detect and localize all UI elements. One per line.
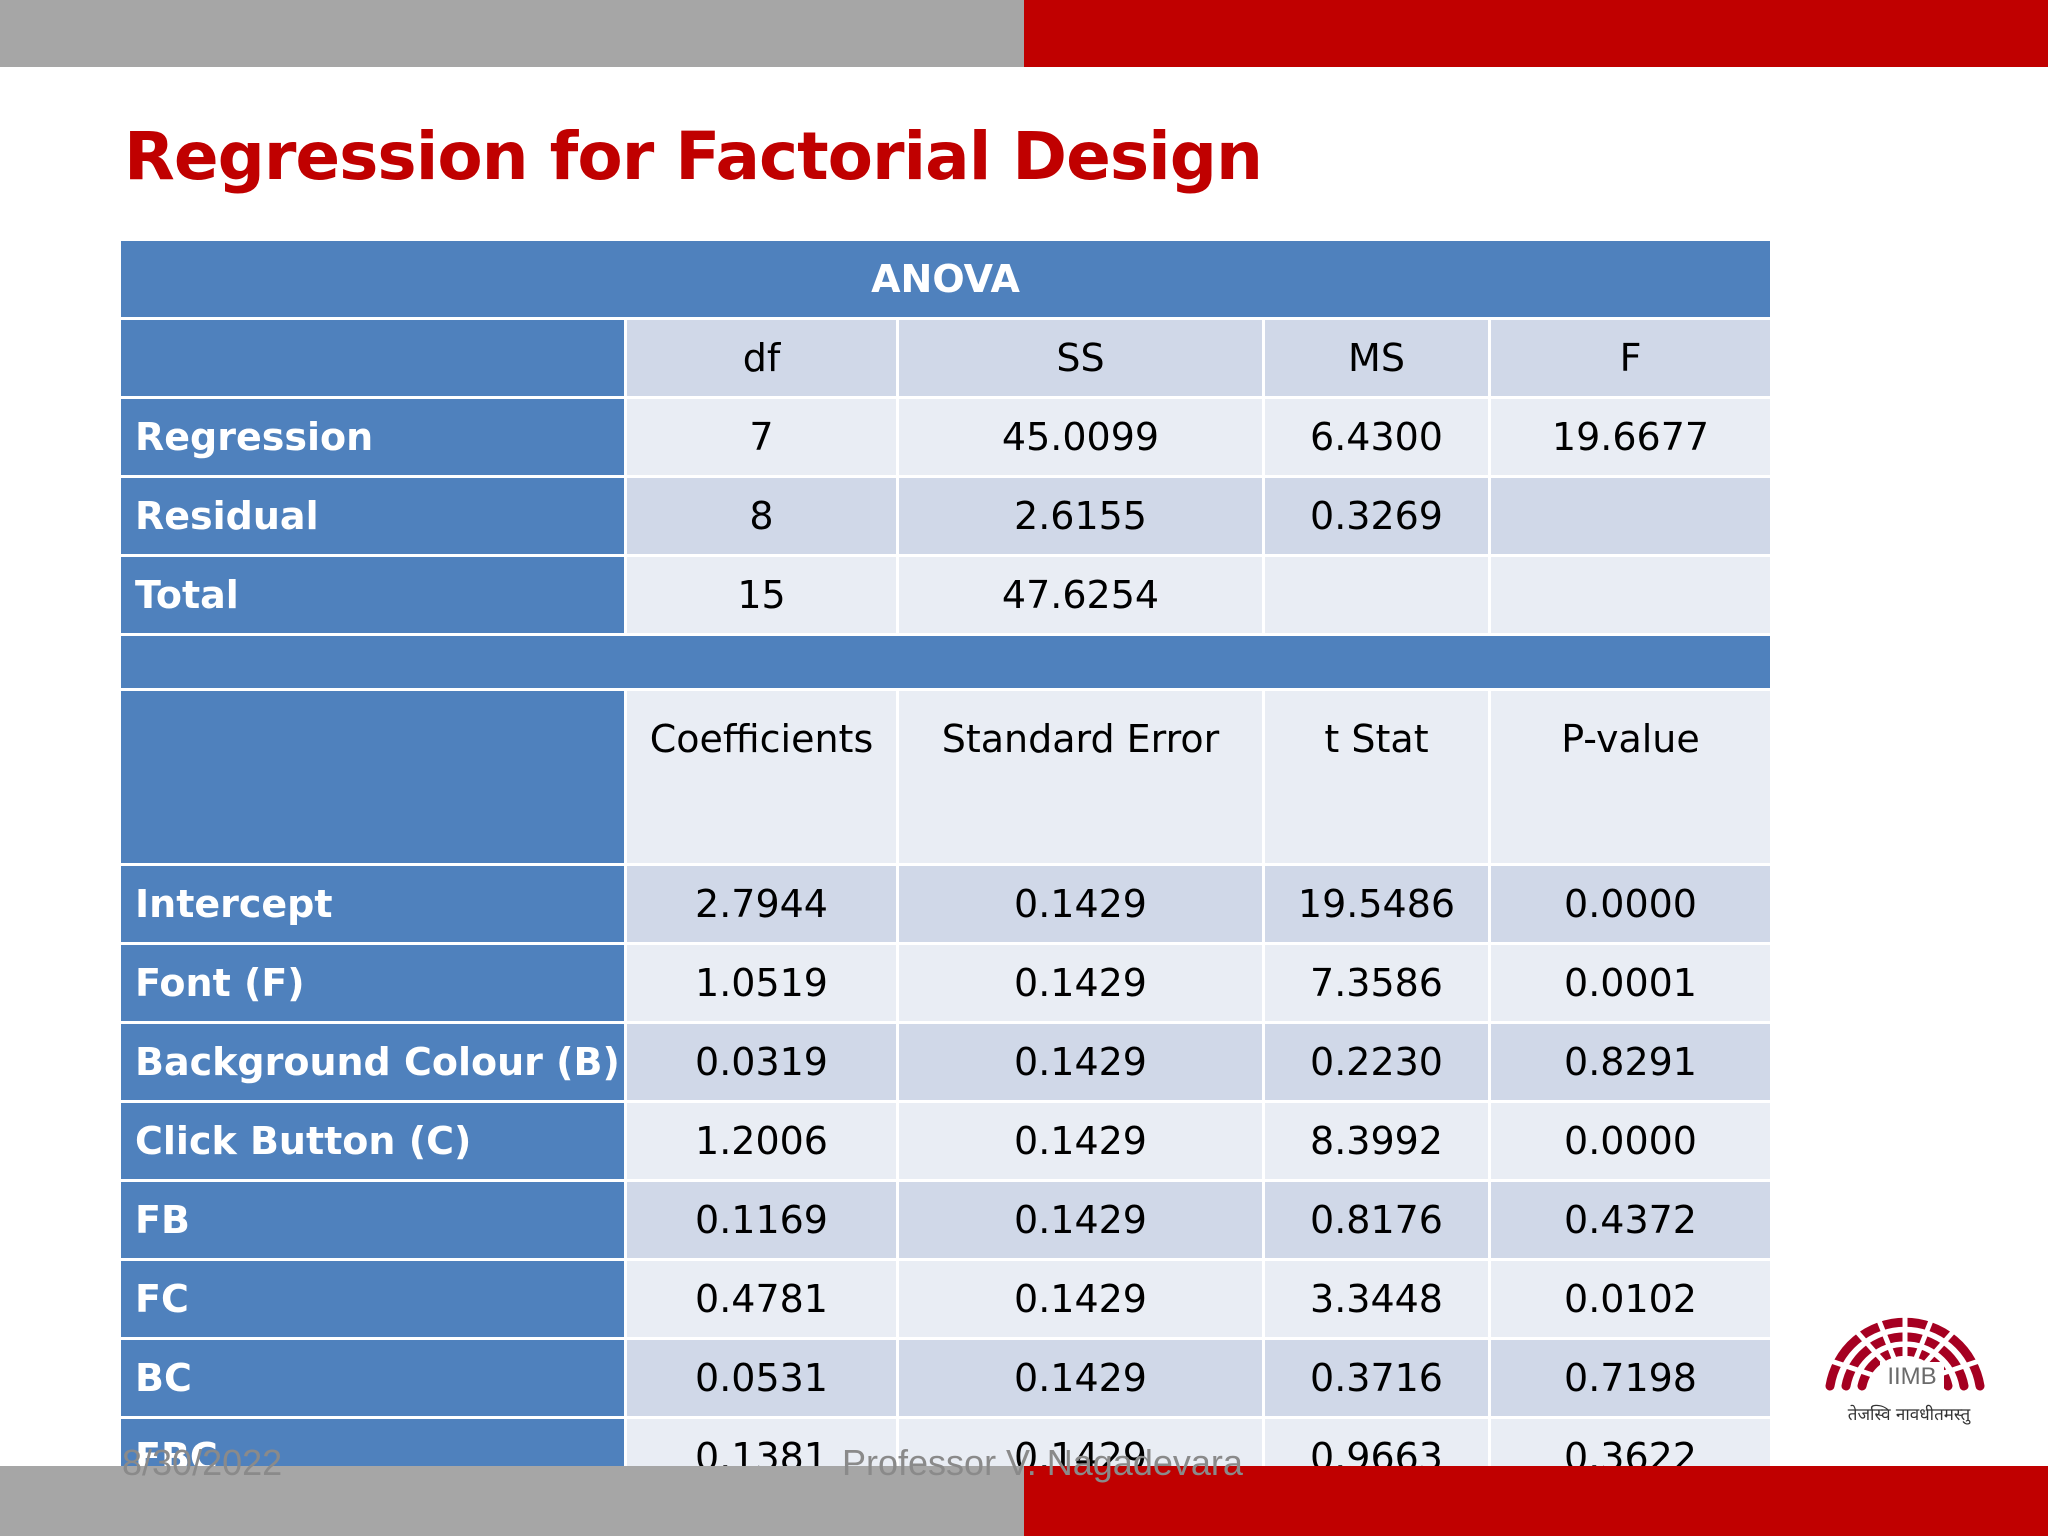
- df-value: 8: [624, 475, 899, 557]
- anova-header-row: df SS MS F: [118, 317, 1773, 399]
- logo-text: IIMB: [1887, 1363, 1936, 1390]
- p-value: 0.8291: [1488, 1021, 1773, 1103]
- t-value: 0.3716: [1262, 1337, 1491, 1419]
- row-label: Residual: [118, 475, 627, 557]
- se-value: 0.1429: [896, 942, 1265, 1024]
- ms-value: 0.3269: [1262, 475, 1491, 557]
- t-value: 3.3448: [1262, 1258, 1491, 1340]
- header-df: df: [624, 317, 899, 399]
- header-f: F: [1488, 317, 1773, 399]
- slide-title: Regression for Factorial Design: [124, 118, 1263, 195]
- top-red-bar: [1024, 0, 2048, 67]
- coef-value: 0.1169: [624, 1179, 899, 1261]
- header-p-value: P-value: [1488, 688, 1773, 866]
- row-label: Font (F): [118, 942, 627, 1024]
- t-value: 7.3586: [1262, 942, 1491, 1024]
- t-value: 0.2230: [1262, 1021, 1491, 1103]
- coef-value: 1.0519: [624, 942, 899, 1024]
- header-ms: MS: [1262, 317, 1491, 399]
- spacer-row: [118, 633, 1773, 691]
- row-label: BC: [118, 1337, 627, 1419]
- table-row: Regression 7 45.0099 6.4300 19.6677: [118, 396, 1773, 478]
- table-row: Total 15 47.6254: [118, 554, 1773, 636]
- ss-value: 45.0099: [896, 396, 1265, 478]
- bottom-red-bar: [1024, 1466, 2048, 1536]
- se-value: 0.1429: [896, 1337, 1265, 1419]
- row-label: Background Colour (B): [118, 1021, 627, 1103]
- row-label: Click Button (C): [118, 1100, 627, 1182]
- f-value: [1488, 554, 1773, 636]
- coef-value: 0.0319: [624, 1021, 899, 1103]
- table-row: Residual 8 2.6155 0.3269: [118, 475, 1773, 557]
- anova-header-blank: [118, 317, 627, 399]
- table-row: Click Button (C) 1.2006 0.1429 8.3992 0.…: [118, 1100, 1773, 1182]
- f-value: [1488, 475, 1773, 557]
- bottom-gray-bar: [0, 1466, 1024, 1536]
- spacer-cell: [118, 633, 1773, 691]
- t-value: 0.8176: [1262, 1179, 1491, 1261]
- p-value: 0.0102: [1488, 1258, 1773, 1340]
- se-value: 0.1429: [896, 1258, 1265, 1340]
- ss-value: 47.6254: [896, 554, 1265, 636]
- table-row: Intercept 2.7944 0.1429 19.5486 0.0000: [118, 863, 1773, 945]
- table-row: FB 0.1169 0.1429 0.8176 0.4372: [118, 1179, 1773, 1261]
- table-row: BC 0.0531 0.1429 0.3716 0.7198: [118, 1337, 1773, 1419]
- top-gray-bar: [0, 0, 1024, 67]
- logo-motto: तेजस्वि नावधीतमस्तु: [1848, 1404, 1971, 1425]
- se-value: 0.1429: [896, 1021, 1265, 1103]
- ms-value: 6.4300: [1262, 396, 1491, 478]
- row-label: FB: [118, 1179, 627, 1261]
- anova-table: ANOVA df SS MS F Regression 7 45.0099 6.…: [118, 238, 1773, 1498]
- se-value: 0.1429: [896, 1179, 1265, 1261]
- se-value: 0.1429: [896, 863, 1265, 945]
- coef-value: 2.7944: [624, 863, 899, 945]
- coef-value: 0.0531: [624, 1337, 899, 1419]
- ss-value: 2.6155: [896, 475, 1265, 557]
- p-value: 0.0000: [1488, 863, 1773, 945]
- se-value: 0.1429: [896, 1100, 1265, 1182]
- table-row: Background Colour (B) 0.0319 0.1429 0.22…: [118, 1021, 1773, 1103]
- row-label: Intercept: [118, 863, 627, 945]
- anova-title-row: ANOVA: [118, 238, 1773, 320]
- iimb-logo-icon: IIMB तेजस्वि नावधीतमस्तु: [1825, 1302, 1985, 1425]
- slide-date: 8/30/2022: [122, 1442, 283, 1483]
- coefficients-header-row: Coefficients Standard Error t Stat P-val…: [118, 688, 1773, 866]
- df-value: 7: [624, 396, 899, 478]
- header-t-stat: t Stat: [1262, 688, 1491, 866]
- header-ss: SS: [896, 317, 1265, 399]
- row-label: FC: [118, 1258, 627, 1340]
- row-label: Regression: [118, 396, 627, 478]
- df-value: 15: [624, 554, 899, 636]
- table-row: Font (F) 1.0519 0.1429 7.3586 0.0001: [118, 942, 1773, 1024]
- p-value: 0.7198: [1488, 1337, 1773, 1419]
- coef-value: 1.2006: [624, 1100, 899, 1182]
- f-value: 19.6677: [1488, 396, 1773, 478]
- coef-value: 0.4781: [624, 1258, 899, 1340]
- ms-value: [1262, 554, 1491, 636]
- p-value: 0.4372: [1488, 1179, 1773, 1261]
- t-value: 19.5486: [1262, 863, 1491, 945]
- row-label: Total: [118, 554, 627, 636]
- coefficients-header-blank: [118, 688, 627, 866]
- iimb-logo: IIMB तेजस्वि नावधीतमस्तु: [1808, 1278, 2010, 1448]
- p-value: 0.0000: [1488, 1100, 1773, 1182]
- slide-author: Professor V. Nagadevara: [842, 1442, 1243, 1483]
- t-value: 8.3992: [1262, 1100, 1491, 1182]
- p-value: 0.0001: [1488, 942, 1773, 1024]
- header-coefficients: Coefficients: [624, 688, 899, 866]
- table-row: FC 0.4781 0.1429 3.3448 0.0102: [118, 1258, 1773, 1340]
- anova-title: ANOVA: [118, 238, 1773, 320]
- header-standard-error: Standard Error: [896, 688, 1265, 866]
